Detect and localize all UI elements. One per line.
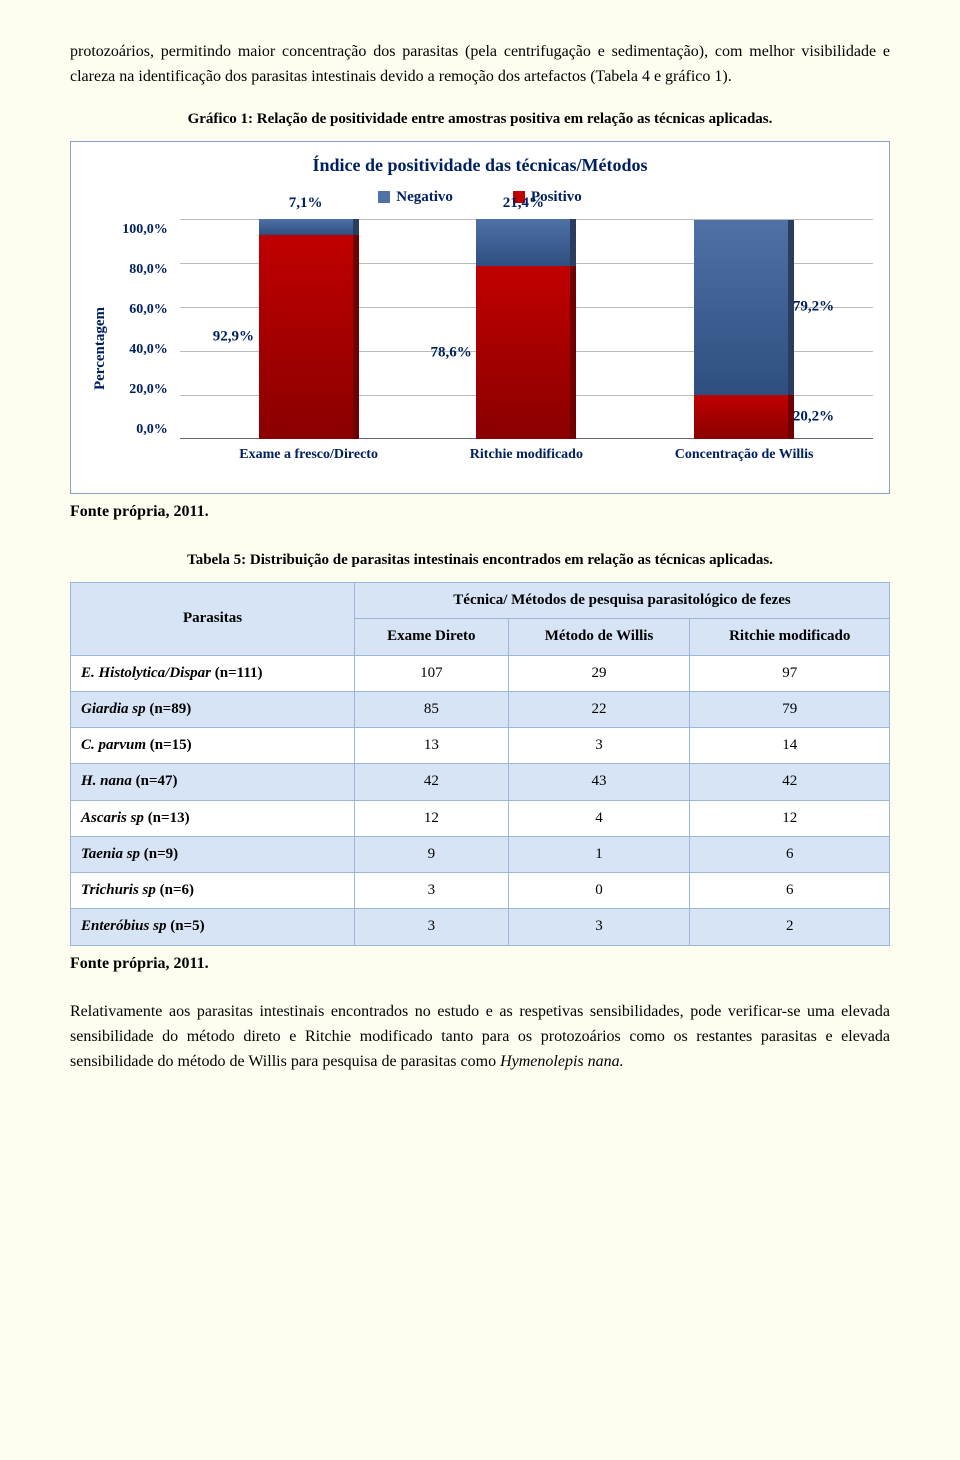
y-tick-label: 100,0% (122, 219, 168, 241)
stacked-bar: 21,4%78,6% (476, 219, 576, 439)
intro-paragraph: protozoários, permitindo maior concentra… (70, 40, 890, 90)
table-row: Giardia sp (n=89)852279 (71, 691, 890, 727)
legend-item-negativo: Negativo (378, 186, 453, 209)
stacked-bar: 7,1%92,9% (259, 219, 359, 439)
table-cell: 6 (690, 836, 890, 872)
bar-value-negativo: 79,2% (793, 296, 834, 319)
table-cell: 97 (690, 655, 890, 691)
table-row: Trichuris sp (n=6)306 (71, 873, 890, 909)
row-label: C. parvum (n=15) (71, 728, 355, 764)
y-tick-label: 60,0% (129, 299, 168, 321)
bar-segment-positivo: 92,9% (259, 235, 359, 439)
chart-title: Índice de positividade das técnicas/Méto… (87, 152, 873, 180)
column-group-header: Técnica/ Métodos de pesquisa parasitológ… (355, 583, 890, 619)
row-label: Trichuris sp (n=6) (71, 873, 355, 909)
table-cell: 13 (355, 728, 509, 764)
table-cell: 42 (355, 764, 509, 800)
category-label: Exame a fresco/Directo (224, 444, 394, 466)
row-header-label: Parasitas (71, 583, 355, 656)
bar-segment-positivo: 20,2% (694, 395, 794, 439)
table-cell: 43 (508, 764, 690, 800)
row-label: H. nana (n=47) (71, 764, 355, 800)
parasites-table: Parasitas Técnica/ Métodos de pesquisa p… (70, 582, 890, 946)
row-label: Enteróbius sp (n=5) (71, 909, 355, 945)
table-cell: 2 (690, 909, 890, 945)
bar-segment-negativo: 7,1% (259, 219, 359, 235)
table-cell: 79 (690, 691, 890, 727)
category-label: Ritchie modificado (441, 444, 611, 466)
table-cell: 3 (355, 873, 509, 909)
bar-slot: 79,2%20,2% (684, 220, 804, 439)
bar-segment-negativo: 21,4% (476, 219, 576, 266)
stacked-bar: 79,2%20,2% (694, 220, 794, 439)
bar-slot: 7,1%92,9% (249, 219, 369, 439)
bar-slot: 21,4%78,6% (466, 219, 586, 439)
y-axis-ticks: 100,0% 80,0% 60,0% 40,0% 20,0% 0,0% (122, 219, 172, 461)
y-tick-label: 20,0% (129, 379, 168, 401)
table-cell: 1 (508, 836, 690, 872)
row-label: Ascaris sp (n=13) (71, 800, 355, 836)
closing-paragraph: Relativamente aos parasitas intestinais … (70, 1000, 890, 1074)
bar-value-negativo: 21,4% (476, 192, 570, 215)
y-axis-label: Percentagem (87, 307, 114, 390)
row-label: E. Histolytica/Dispar (n=111) (71, 655, 355, 691)
table-header-row-1: Parasitas Técnica/ Métodos de pesquisa p… (71, 583, 890, 619)
table-row: C. parvum (n=15)13314 (71, 728, 890, 764)
table-cell: 9 (355, 836, 509, 872)
plot-area: 7,1%92,9%21,4%78,6%79,2%20,2% Exame a fr… (180, 219, 873, 479)
column-header: Exame Direto (355, 619, 509, 655)
y-tick-label: 80,0% (129, 259, 168, 281)
category-labels: Exame a fresco/Directo Ritchie modificado… (180, 444, 873, 466)
chart-container: Índice de positividade das técnicas/Méto… (70, 141, 890, 494)
table-cell: 22 (508, 691, 690, 727)
table-row: Ascaris sp (n=13)12412 (71, 800, 890, 836)
table-cell: 3 (508, 728, 690, 764)
chart-source: Fonte própria, 2011. (70, 500, 890, 525)
table-row: Enteróbius sp (n=5)332 (71, 909, 890, 945)
bars-row: 7,1%92,9%21,4%78,6%79,2%20,2% (180, 219, 873, 439)
table-source: Fonte própria, 2011. (70, 952, 890, 977)
y-tick-label: 0,0% (136, 419, 168, 441)
table-cell: 3 (508, 909, 690, 945)
table-cell: 4 (508, 800, 690, 836)
table-cell: 29 (508, 655, 690, 691)
row-label: Giardia sp (n=89) (71, 691, 355, 727)
bar-value-positivo: 20,2% (793, 405, 834, 428)
table-row: E. Histolytica/Dispar (n=111)1072997 (71, 655, 890, 691)
bar-value-negativo: 7,1% (259, 192, 353, 215)
table-cell: 6 (690, 873, 890, 909)
table-cell: 107 (355, 655, 509, 691)
bar-value-positivo: 92,9% (213, 325, 254, 348)
closing-italic: Hymenolepis nana. (500, 1053, 624, 1070)
table-caption: Tabela 5: Distribuição de parasitas inte… (70, 549, 890, 572)
chart-caption: Gráfico 1: Relação de positividade entre… (70, 108, 890, 131)
legend-swatch-negativo (378, 191, 390, 203)
table-cell: 3 (355, 909, 509, 945)
column-header: Método de Willis (508, 619, 690, 655)
table-cell: 0 (508, 873, 690, 909)
table-row: H. nana (n=47)424342 (71, 764, 890, 800)
table-cell: 12 (690, 800, 890, 836)
closing-text-1: Relativamente aos parasitas intestinais … (70, 1003, 890, 1070)
table-row: Taenia sp (n=9)916 (71, 836, 890, 872)
row-label: Taenia sp (n=9) (71, 836, 355, 872)
category-label: Concentração de Willis (659, 444, 829, 466)
table-cell: 14 (690, 728, 890, 764)
bar-value-positivo: 78,6% (430, 341, 471, 364)
table-cell: 85 (355, 691, 509, 727)
plot-wrapper: Percentagem 100,0% 80,0% 60,0% 40,0% 20,0% 0,… (87, 219, 873, 479)
table-cell: 42 (690, 764, 890, 800)
table-cell: 12 (355, 800, 509, 836)
legend-label-negativo: Negativo (396, 186, 453, 209)
column-header: Ritchie modificado (690, 619, 890, 655)
y-tick-label: 40,0% (129, 339, 168, 361)
bar-segment-positivo: 78,6% (476, 266, 576, 439)
bar-segment-negativo: 79,2% (694, 220, 794, 394)
